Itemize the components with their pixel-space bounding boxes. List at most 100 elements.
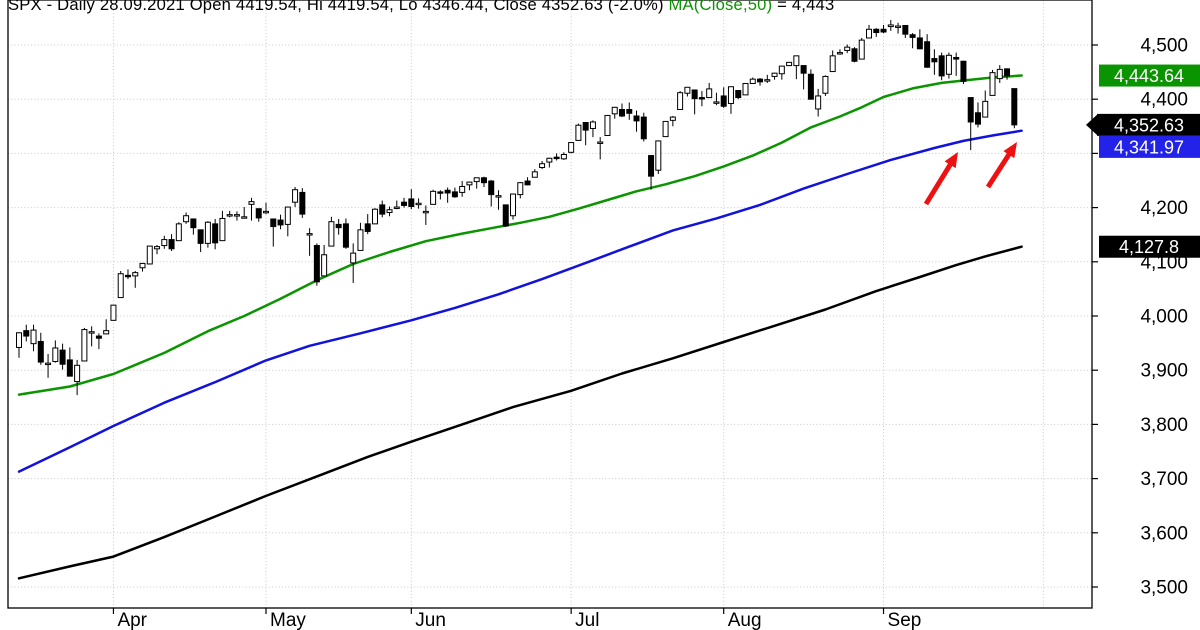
- chart-title-ma-label: MA(Close,50): [668, 0, 773, 14]
- chart-title-ma-value: = 4,443: [772, 0, 835, 14]
- candle-body: [495, 195, 502, 198]
- candle-body: [212, 223, 219, 244]
- candle-body: [880, 28, 887, 33]
- red-arrow-head: [1003, 142, 1017, 159]
- candle-body: [124, 274, 131, 278]
- candle-body: [916, 37, 923, 50]
- candle-body: [451, 191, 458, 198]
- candle-body: [866, 28, 873, 39]
- candle-body: [270, 218, 277, 228]
- candle-body: [146, 245, 153, 265]
- candle-body: [989, 72, 996, 96]
- candle-body: [313, 245, 320, 283]
- candle-body: [401, 201, 408, 206]
- candle-body: [786, 61, 793, 67]
- candle-body: [800, 65, 807, 74]
- candle-body: [204, 221, 211, 244]
- y-axis-label: 3,500: [1140, 578, 1188, 599]
- candle-body: [321, 254, 328, 277]
- candle-body: [546, 157, 553, 163]
- candle-body: [45, 362, 52, 366]
- candle-body: [161, 239, 168, 247]
- candle-body: [422, 210, 429, 214]
- candle-body: [873, 28, 880, 34]
- candle-body: [408, 198, 415, 208]
- candle-body: [277, 219, 284, 226]
- candle-body: [698, 97, 705, 100]
- ma-line: [17, 245, 1023, 580]
- candle-body: [560, 153, 567, 160]
- candle-body: [66, 359, 73, 377]
- month-label: Jul: [575, 610, 599, 630]
- price-badge-value: 4,341.97: [1114, 137, 1184, 157]
- candle-body: [52, 347, 59, 363]
- y-axis-label: 3,900: [1140, 361, 1188, 382]
- candle-body: [379, 204, 386, 215]
- candle-body: [684, 86, 691, 94]
- candle-body: [735, 90, 742, 99]
- candle-body: [757, 78, 764, 83]
- candle-body: [778, 65, 785, 75]
- candle-body: [524, 180, 531, 186]
- candle-body: [168, 239, 175, 250]
- candle-body: [480, 177, 487, 184]
- candle-body: [960, 60, 967, 82]
- candle-body: [226, 214, 233, 217]
- candle-body: [357, 229, 364, 251]
- candle-body: [640, 116, 647, 140]
- candle-body: [611, 106, 618, 115]
- month-label: Sep: [888, 610, 922, 630]
- candle-body: [219, 217, 226, 242]
- y-axis-label: 4,000: [1140, 307, 1188, 328]
- candle-body: [822, 75, 829, 94]
- candle-body: [539, 163, 546, 168]
- candle-body: [677, 92, 684, 110]
- candle-body: [669, 116, 676, 121]
- candle-body: [430, 190, 437, 205]
- candle-body: [931, 58, 938, 63]
- candle-body: [364, 223, 371, 232]
- candle-body: [233, 214, 240, 217]
- candle-body: [103, 330, 110, 335]
- candle-body: [691, 89, 698, 100]
- price-badge: [1097, 113, 1200, 136]
- candle-body: [139, 262, 146, 269]
- candle-body: [858, 39, 865, 60]
- red-arrow-head: [944, 152, 958, 169]
- candle-body: [771, 72, 778, 77]
- candle-body: [81, 329, 88, 362]
- candle-body: [117, 273, 124, 299]
- candle-body: [938, 55, 945, 77]
- candle-body: [575, 124, 582, 141]
- candle-body: [713, 101, 720, 104]
- candle-body: [764, 79, 771, 82]
- candles-layer: [16, 20, 1018, 396]
- badges-layer: 4,443.64 4,352.634,341.97 4,127.8: [1086, 64, 1200, 258]
- candle-body: [648, 155, 655, 177]
- candle-body: [974, 112, 981, 125]
- candle-body: [604, 114, 611, 137]
- plot-border: [7, 0, 1093, 609]
- ma-line: [17, 74, 1023, 396]
- candle-body: [749, 78, 756, 84]
- candle-body: [183, 215, 190, 223]
- candle-body: [982, 100, 989, 118]
- price-badge-value: 4,127.8: [1119, 237, 1179, 257]
- chart-title: SPX - Daily 28.09.2021 Open 4419.54, Hi …: [8, 0, 834, 15]
- candle-body: [618, 108, 625, 117]
- candle-body: [59, 349, 66, 365]
- candle-body: [95, 335, 102, 339]
- month-label: Aug: [728, 610, 762, 630]
- candle-body: [444, 189, 451, 194]
- candle-body: [132, 272, 139, 277]
- month-label: May: [270, 610, 306, 630]
- candle-body: [488, 180, 495, 196]
- gridlines-layer: [8, 0, 1092, 608]
- price-badge: [1099, 235, 1200, 258]
- candle-body: [415, 202, 422, 206]
- candle-body: [30, 329, 37, 345]
- price-badge-pointer: [1086, 113, 1098, 136]
- candle-body: [720, 95, 727, 107]
